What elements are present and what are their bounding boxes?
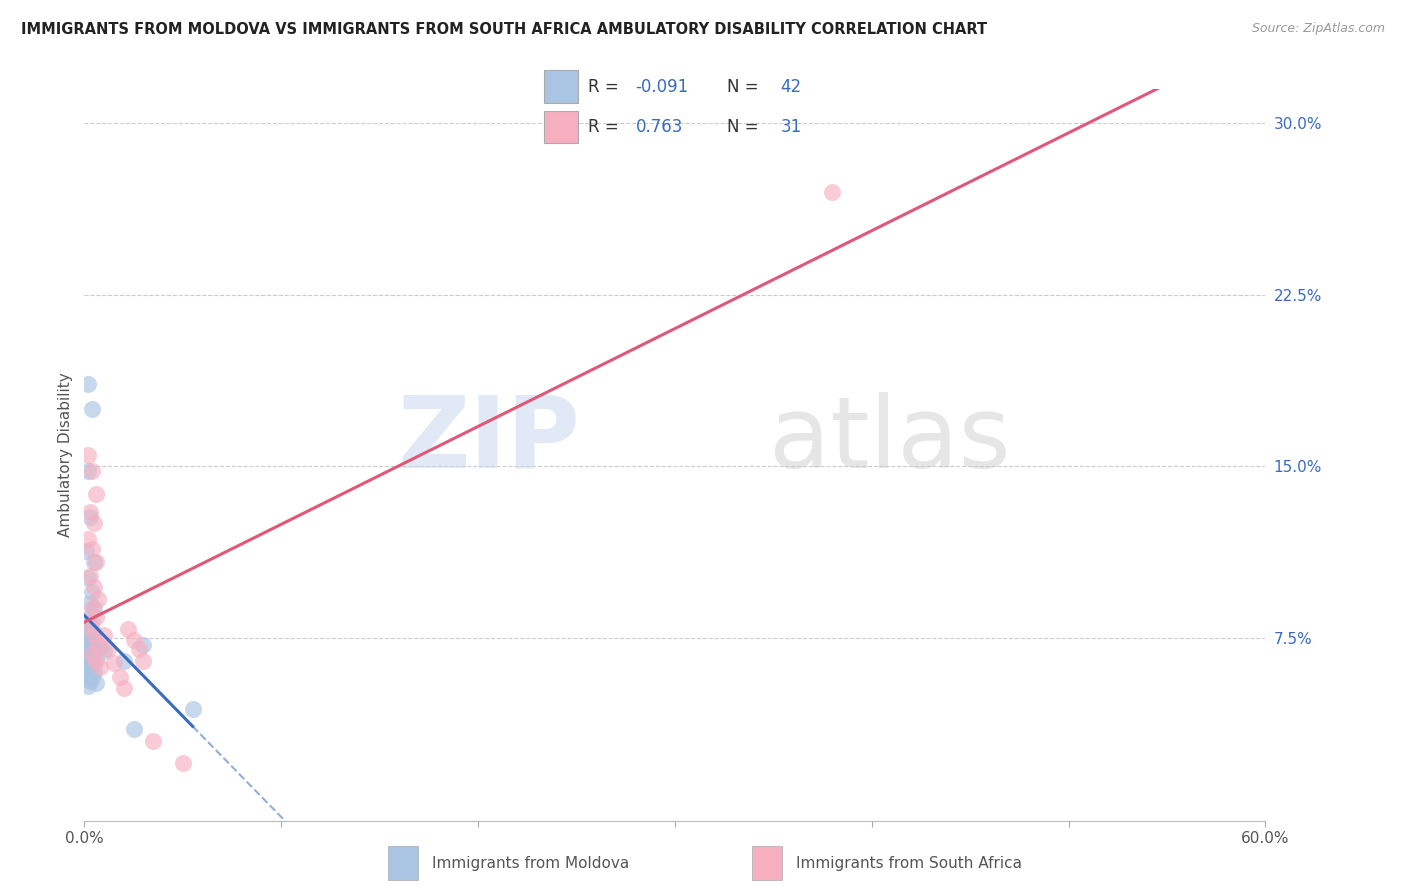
Point <box>172 756 194 771</box>
Point <box>82 464 104 478</box>
Text: Immigrants from Moldova: Immigrants from Moldova <box>433 855 630 871</box>
Text: -0.091: -0.091 <box>636 78 689 95</box>
Point <box>83 601 105 615</box>
Text: 0.763: 0.763 <box>636 118 683 136</box>
Text: Source: ZipAtlas.com: Source: ZipAtlas.com <box>1251 22 1385 36</box>
Point <box>84 555 107 569</box>
Point <box>82 585 104 599</box>
Bar <box>544 111 578 143</box>
Point <box>83 654 105 668</box>
Point <box>77 613 100 627</box>
Bar <box>544 70 578 103</box>
Point <box>108 670 131 684</box>
Point <box>83 626 105 640</box>
Point <box>79 619 101 633</box>
Point <box>75 544 97 558</box>
Bar <box>752 846 782 880</box>
Point <box>77 667 100 681</box>
Point <box>79 509 101 524</box>
Text: ZIP: ZIP <box>398 392 581 489</box>
Point <box>93 628 115 642</box>
Point <box>77 464 100 478</box>
Point <box>82 647 104 661</box>
Point <box>84 487 107 501</box>
Point <box>84 676 107 690</box>
Point <box>79 674 101 689</box>
Point <box>77 377 100 392</box>
Point <box>82 601 104 615</box>
Text: R =: R = <box>588 118 630 136</box>
Point <box>75 672 97 686</box>
Point <box>83 555 105 569</box>
Point <box>79 597 101 611</box>
Point <box>83 581 105 595</box>
Point <box>83 665 105 679</box>
Point <box>79 569 101 583</box>
Point <box>122 723 145 737</box>
Point <box>77 644 100 658</box>
Point <box>181 701 204 715</box>
Point <box>128 642 150 657</box>
Text: Immigrants from South Africa: Immigrants from South Africa <box>796 855 1022 871</box>
Point <box>89 640 111 654</box>
Point <box>79 505 101 519</box>
Text: N =: N = <box>727 118 763 136</box>
Point <box>79 663 101 677</box>
Point <box>77 448 100 462</box>
Point <box>79 624 101 638</box>
Point <box>82 402 104 417</box>
Point <box>82 658 104 673</box>
Point <box>112 654 135 668</box>
Point <box>75 622 97 636</box>
Text: IMMIGRANTS FROM MOLDOVA VS IMMIGRANTS FROM SOUTH AFRICA AMBULATORY DISABILITY CO: IMMIGRANTS FROM MOLDOVA VS IMMIGRANTS FR… <box>21 22 987 37</box>
Point <box>75 649 97 664</box>
Point <box>83 642 105 657</box>
Point <box>103 656 125 670</box>
Text: N =: N = <box>727 78 763 95</box>
Point <box>82 541 104 556</box>
Point <box>77 628 100 642</box>
Point <box>83 628 105 642</box>
Point <box>75 638 97 652</box>
Text: 42: 42 <box>780 78 801 95</box>
Point <box>122 633 145 648</box>
Text: R =: R = <box>588 78 624 95</box>
Text: 31: 31 <box>780 118 801 136</box>
Point <box>142 733 165 747</box>
Point <box>82 647 104 661</box>
Point <box>83 516 105 531</box>
Point <box>821 185 844 199</box>
Point <box>77 533 100 547</box>
Point <box>84 654 107 668</box>
Point <box>97 642 120 657</box>
Point <box>79 651 101 665</box>
Point <box>132 638 155 652</box>
Point <box>132 654 155 668</box>
Point <box>112 681 135 695</box>
Point <box>82 633 104 648</box>
Point <box>89 660 111 674</box>
Point <box>82 670 104 684</box>
Point <box>82 615 104 629</box>
Point <box>87 638 110 652</box>
Text: atlas: atlas <box>769 392 1011 489</box>
Point <box>87 591 110 606</box>
Point <box>77 679 100 693</box>
Point <box>84 610 107 624</box>
Point <box>77 571 100 585</box>
Point <box>93 644 115 658</box>
Point <box>77 656 100 670</box>
Bar <box>388 846 418 880</box>
Point <box>75 660 97 674</box>
Y-axis label: Ambulatory Disability: Ambulatory Disability <box>58 373 73 537</box>
Point <box>117 622 139 636</box>
Point <box>79 640 101 654</box>
